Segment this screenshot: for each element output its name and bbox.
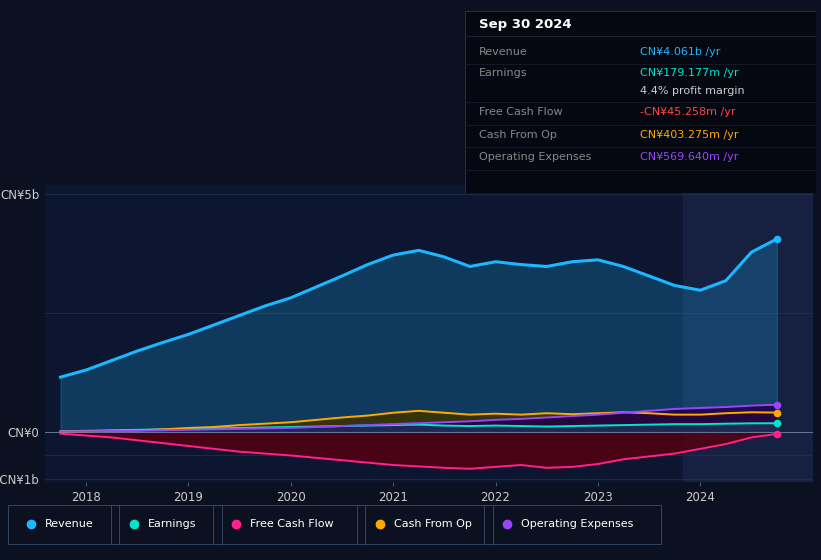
Text: 4.4% profit margin: 4.4% profit margin — [640, 86, 745, 96]
Text: CN¥179.177m /yr: CN¥179.177m /yr — [640, 68, 739, 78]
Text: CN¥569.640m /yr: CN¥569.640m /yr — [640, 152, 739, 162]
Text: Revenue: Revenue — [479, 47, 527, 57]
Text: Sep 30 2024: Sep 30 2024 — [479, 18, 571, 31]
Text: Cash From Op: Cash From Op — [394, 519, 472, 529]
Text: CN¥403.275m /yr: CN¥403.275m /yr — [640, 130, 739, 140]
Text: Free Cash Flow: Free Cash Flow — [250, 519, 334, 529]
Text: Revenue: Revenue — [45, 519, 94, 529]
Text: Free Cash Flow: Free Cash Flow — [479, 107, 562, 117]
Text: Earnings: Earnings — [148, 519, 196, 529]
Bar — [683, 185, 813, 482]
FancyBboxPatch shape — [465, 11, 816, 193]
Text: CN¥4.061b /yr: CN¥4.061b /yr — [640, 47, 721, 57]
Text: Earnings: Earnings — [479, 68, 527, 78]
Text: Operating Expenses: Operating Expenses — [479, 152, 591, 162]
Text: Cash From Op: Cash From Op — [479, 130, 557, 140]
Text: -CN¥45.258m /yr: -CN¥45.258m /yr — [640, 107, 736, 117]
Text: Operating Expenses: Operating Expenses — [521, 519, 634, 529]
